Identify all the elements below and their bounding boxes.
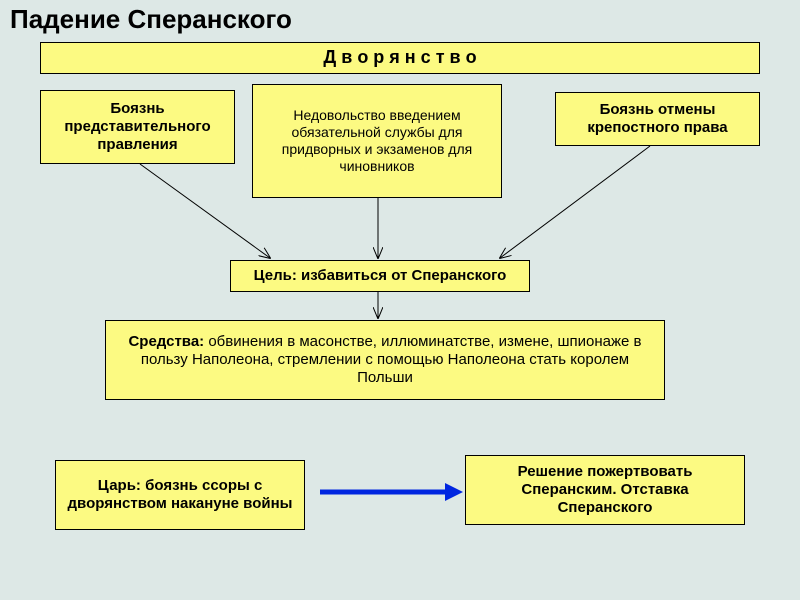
node-fear-serfdom: Боязнь отмены крепостного права bbox=[555, 92, 760, 146]
node-means-body: обвинения в масонстве, иллюминатстве, из… bbox=[141, 333, 642, 386]
node-means: Средства: обвинения в масонстве, иллюмин… bbox=[105, 320, 665, 400]
node-decision: Решение пожертвовать Сперанским. Отставк… bbox=[465, 455, 745, 525]
node-means-prefix: Средства: bbox=[128, 333, 204, 350]
edge-arrow bbox=[140, 164, 270, 258]
node-discontent-service: Недовольство введением обязательной служ… bbox=[252, 84, 502, 198]
node-goal: Цель: избавиться от Сперанского bbox=[230, 260, 530, 292]
node-nobility: Д в о р я н с т в о bbox=[40, 42, 760, 74]
node-tsar-fear: Царь: боязнь ссоры с дворянством наканун… bbox=[55, 460, 305, 530]
edge-arrow bbox=[500, 146, 650, 258]
node-fear-representative: Боязнь представительного правления bbox=[40, 90, 235, 164]
diagram-title: Падение Сперанского bbox=[10, 4, 292, 35]
